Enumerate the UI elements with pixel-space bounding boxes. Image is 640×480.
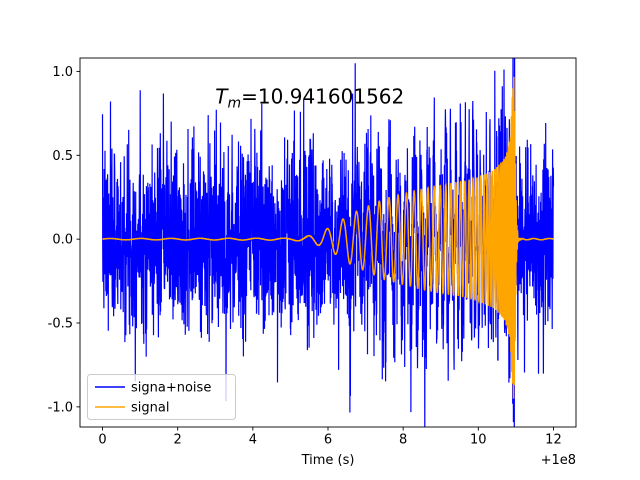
x-axis-label: Time (s): [301, 453, 355, 468]
y-tick-label: 0.5: [52, 149, 73, 164]
x-axis-offset-label: +1e8: [541, 453, 576, 468]
y-tick-label: 0.0: [52, 233, 73, 248]
x-tick-label: 4: [249, 433, 257, 448]
annotation-subscript: m: [228, 95, 242, 111]
series-signal: [102, 76, 554, 399]
annotation-tm: Tm=10.941601562: [215, 84, 404, 111]
series-layer: [101, 58, 555, 427]
y-tick-label: -0.5: [48, 317, 73, 332]
x-tick-label: 12: [545, 433, 562, 448]
legend: signa+noise signal: [87, 374, 236, 420]
ticks-layer: 0 2 4 6 8 10 12 -1.0 -0.5 0.0 0.5 1.0: [48, 65, 562, 448]
legend-label-signal-plus-noise: signa+noise: [131, 381, 211, 396]
y-tick-label: -1.0: [48, 400, 73, 415]
y-tick-label: 1.0: [52, 65, 73, 80]
annotation-var: T: [215, 84, 229, 108]
legend-label-signal: signal: [131, 401, 169, 416]
legend-frame: [87, 374, 236, 420]
x-tick-label: 0: [98, 433, 106, 448]
x-tick-label: 6: [324, 433, 332, 448]
x-tick-label: 2: [174, 433, 182, 448]
x-tick-label: 8: [399, 433, 407, 448]
annotation-value: =10.941601562: [241, 84, 404, 108]
x-tick-label: 10: [470, 433, 487, 448]
